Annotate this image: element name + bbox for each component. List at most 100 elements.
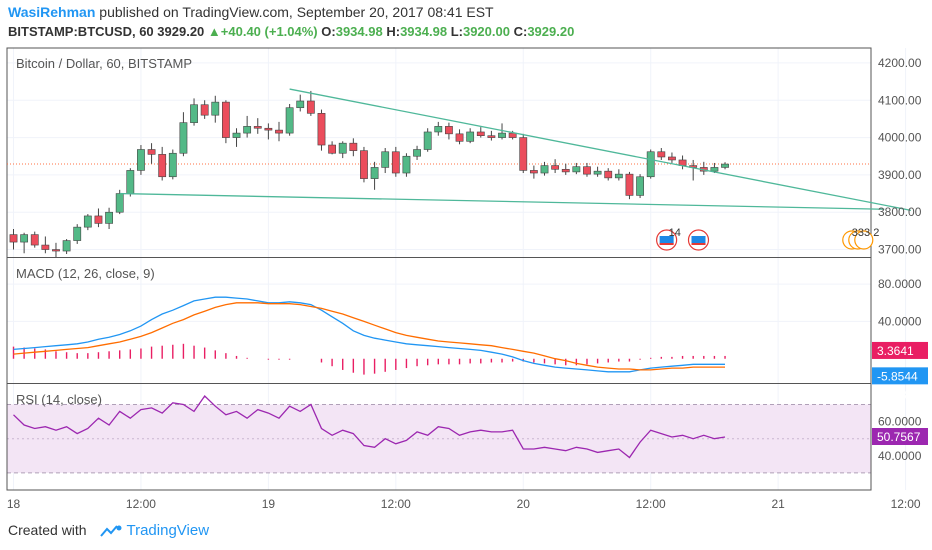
candle xyxy=(285,107,294,134)
candle xyxy=(646,151,655,178)
macd-tick-label: 80.0000 xyxy=(878,277,922,291)
candle xyxy=(211,101,220,116)
candle xyxy=(338,142,347,154)
close-label: C: xyxy=(513,24,528,39)
trendline xyxy=(119,192,885,210)
candle xyxy=(498,132,506,138)
candle xyxy=(105,211,113,224)
candle xyxy=(519,137,528,171)
event-label: 333 2 xyxy=(852,227,880,239)
candle xyxy=(83,215,92,228)
candle xyxy=(391,151,400,174)
time-tick-label: 12:00 xyxy=(126,497,156,511)
footer: Created with TradingView xyxy=(8,522,209,539)
macd-line xyxy=(13,296,725,373)
candle xyxy=(41,244,50,250)
candle xyxy=(402,155,411,174)
candle xyxy=(455,133,464,142)
candle xyxy=(222,101,230,138)
event-flag-icon xyxy=(659,236,674,244)
price-tick-label: 4200.00 xyxy=(878,56,922,70)
time-tick-label: 12:00 xyxy=(891,497,921,511)
high-label: H: xyxy=(386,24,401,39)
published-text: published on TradingView.com, September … xyxy=(99,4,494,20)
candle xyxy=(604,170,613,179)
candle xyxy=(275,129,283,134)
tradingview-logo-icon xyxy=(100,525,122,537)
candle xyxy=(94,215,103,224)
rsi-pane-title: RSI (14, close) xyxy=(16,392,102,407)
rsi-tick-label: 40.0000 xyxy=(878,449,922,463)
candle xyxy=(52,249,60,252)
macd-tick-label: 40.0000 xyxy=(878,314,922,328)
candle xyxy=(668,156,676,161)
rsi-line xyxy=(13,395,726,459)
rsi-value-bg xyxy=(872,428,928,445)
event-icon xyxy=(854,230,874,250)
candle xyxy=(158,154,167,178)
candle xyxy=(572,166,581,173)
candle xyxy=(593,170,602,175)
candle xyxy=(381,151,390,168)
time-tick-label: 18 xyxy=(7,497,21,511)
candle xyxy=(317,113,326,146)
candle xyxy=(434,126,443,133)
time-tick-label: 12:00 xyxy=(636,497,666,511)
author-link[interactable]: WasiRehman xyxy=(8,4,96,20)
candle xyxy=(445,126,453,135)
macd-value-bg xyxy=(872,367,928,385)
low-label: L: xyxy=(450,24,463,39)
low-value: 3920.00 xyxy=(462,24,510,39)
candle xyxy=(625,173,634,196)
candle xyxy=(349,142,358,151)
ohlc-line: BITSTAMP:BTCUSD, 60 3929.20 ▲+40.40 (+1.… xyxy=(8,24,574,39)
event-flag-icon xyxy=(691,236,706,244)
macd-value: -5.8544 xyxy=(877,369,918,383)
candle xyxy=(115,193,124,213)
rsi-value: 50.7567 xyxy=(877,430,921,444)
candle xyxy=(657,151,666,158)
created-with-text: Created with xyxy=(8,522,87,538)
candle xyxy=(296,100,305,109)
candle xyxy=(232,132,241,138)
candle xyxy=(636,176,644,196)
close-value: 3929.20 xyxy=(527,24,575,39)
price-tick-label: 3900.00 xyxy=(878,168,922,182)
candle xyxy=(614,173,623,179)
candle xyxy=(423,131,432,150)
price-change: +40.40 (+1.04%) xyxy=(220,24,318,39)
macd-hist-value: 3.3641 xyxy=(877,344,914,358)
rsi-tick-label: 60.0000 xyxy=(878,415,922,429)
trendline xyxy=(289,88,912,211)
time-tick-label: 12:00 xyxy=(381,497,411,511)
price-tick-label: 3700.00 xyxy=(878,243,922,257)
signal-value: -9.2185 xyxy=(877,388,918,402)
candle xyxy=(179,122,188,154)
price-tick-label: 3800.00 xyxy=(878,205,922,219)
symbol-label: BITSTAMP:BTCUSD, 60 xyxy=(8,24,154,39)
macd-hist-value-bg xyxy=(872,341,928,359)
candle xyxy=(73,226,82,241)
candle xyxy=(529,170,538,174)
time-tick-label: 19 xyxy=(262,497,276,511)
price-tick-label: 4100.00 xyxy=(878,93,922,107)
macd-pane-title: MACD (12, 26, close, 9) xyxy=(16,266,155,281)
candle xyxy=(243,126,252,134)
candle xyxy=(360,150,368,179)
candle xyxy=(710,167,719,172)
candle xyxy=(62,240,71,252)
candle xyxy=(9,234,18,243)
candle xyxy=(168,152,177,178)
open-value: 3934.98 xyxy=(335,24,383,39)
candle xyxy=(508,132,517,138)
candle xyxy=(370,167,379,179)
candle xyxy=(126,170,135,194)
candle xyxy=(583,166,591,175)
tradingview-brand[interactable]: TradingView xyxy=(126,522,210,539)
signal-line xyxy=(13,302,725,371)
last-price: 3929.20 xyxy=(157,24,205,39)
publish-line: WasiRehman published on TradingView.com,… xyxy=(8,4,494,20)
candle xyxy=(20,234,29,243)
candle xyxy=(721,163,729,168)
